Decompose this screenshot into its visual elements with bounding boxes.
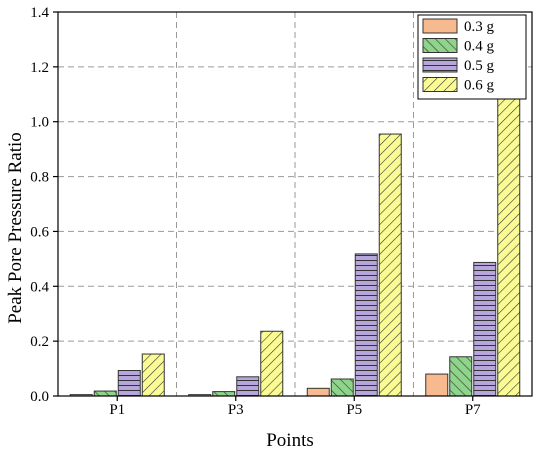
x-axis-label: Points — [266, 430, 314, 451]
bar-p1-series-3 — [117, 369, 141, 397]
y-tick-label: 0.2 — [30, 334, 49, 350]
axis-ticks: 0.0 0.2 0.4 0.6 0.8 1.0 1.2 1.4 P1 P3 P5 P7 — [30, 5, 481, 418]
bars — [69, 55, 521, 397]
legend-swatch — [422, 77, 458, 92]
bar-p7-series-2 — [449, 356, 473, 397]
bar-p3-series-3 — [236, 376, 260, 397]
bar-p5-series-1 — [306, 387, 330, 397]
bar-p3-series-2 — [212, 391, 236, 397]
legend-swatch — [422, 38, 458, 53]
legend-label: 0.6 g — [464, 78, 495, 94]
y-tick-label: 0.4 — [30, 279, 49, 295]
plot-frame — [57, 11, 533, 397]
bar-p3-series-4 — [260, 330, 284, 397]
y-tick-label: 0.0 — [30, 389, 49, 405]
x-tick-label: P5 — [346, 402, 362, 418]
y-tick-label: 1.4 — [30, 5, 49, 21]
y-tick-label: 0.8 — [30, 170, 49, 186]
y-axis-label: Peak Pore Pressure Ratio — [5, 132, 26, 324]
x-tick-label: P1 — [109, 402, 125, 418]
legend-label: 0.4 g — [464, 39, 495, 55]
bar-p1-series-4 — [141, 353, 165, 397]
y-tick-label: 1.0 — [30, 115, 49, 131]
legend-label: 0.3 g — [464, 19, 495, 35]
legend: 0.3 g 0.4 g 0.5 g 0.6 g — [417, 14, 527, 100]
x-tick-label: P3 — [228, 402, 244, 418]
legend-swatch — [422, 57, 458, 73]
legend-swatch — [422, 18, 458, 34]
bar-p7-series-1 — [425, 373, 449, 397]
bar-p7-series-4 — [497, 55, 521, 397]
bar-p7-series-3 — [473, 261, 497, 397]
bar-p5-series-2 — [330, 378, 354, 397]
x-tick-label: P7 — [465, 402, 481, 418]
legend-label: 0.5 g — [464, 58, 495, 74]
bar-p5-series-4 — [378, 133, 402, 397]
bar-p1-series-2 — [93, 390, 117, 397]
y-tick-label: 0.6 — [30, 224, 49, 240]
bar-p5-series-3 — [354, 253, 378, 397]
y-tick-label: 1.2 — [30, 60, 49, 76]
